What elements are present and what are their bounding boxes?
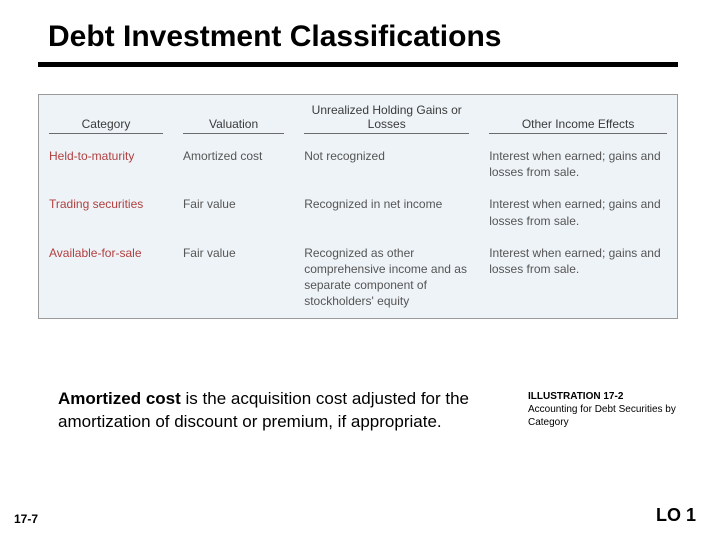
cell-unrealized: Recognized in net income [294, 188, 479, 236]
cell-valuation: Fair value [173, 237, 294, 318]
table-header-row: Category Valuation Unrealized Holding Ga… [39, 95, 677, 140]
cell-valuation: Amortized cost [173, 140, 294, 188]
cell-other: Interest when earned; gains and losses f… [479, 140, 677, 188]
illustration-caption: Accounting for Debt Securities by Catego… [528, 404, 676, 428]
illustration-label: ILLUSTRATION 17-2 Accounting for Debt Se… [528, 388, 678, 429]
cell-category: Held-to-maturity [39, 140, 173, 188]
cell-unrealized: Recognized as other comprehensive income… [294, 237, 479, 318]
table: Category Valuation Unrealized Holding Ga… [39, 95, 677, 318]
learning-objective: LO 1 [656, 505, 696, 526]
cell-category: Available-for-sale [39, 237, 173, 318]
col-header-category: Category [39, 95, 173, 140]
note-bold: Amortized cost [58, 389, 181, 408]
col-header-other: Other Income Effects [479, 95, 677, 140]
cell-category: Trading securities [39, 188, 173, 236]
cell-other: Interest when earned; gains and losses f… [479, 237, 677, 318]
col-header-unrealized: Unrealized Holding Gains or Losses [294, 95, 479, 140]
table-row: Available-for-sale Fair value Recognized… [39, 237, 677, 318]
classification-table: Category Valuation Unrealized Holding Ga… [38, 94, 678, 319]
col-header-valuation: Valuation [173, 95, 294, 140]
amortized-cost-note: Amortized cost is the acquisition cost a… [38, 388, 508, 434]
footnote-row: Amortized cost is the acquisition cost a… [38, 388, 678, 434]
page-number: 17-7 [14, 512, 38, 526]
cell-other: Interest when earned; gains and losses f… [479, 188, 677, 236]
slide: Debt Investment Classifications Category… [0, 0, 720, 540]
illustration-heading: ILLUSTRATION 17-2 [528, 391, 623, 402]
table-row: Trading securities Fair value Recognized… [39, 188, 677, 236]
title-underline [38, 62, 678, 67]
table-row: Held-to-maturity Amortized cost Not reco… [39, 140, 677, 188]
page-title: Debt Investment Classifications [48, 20, 501, 54]
cell-valuation: Fair value [173, 188, 294, 236]
cell-unrealized: Not recognized [294, 140, 479, 188]
